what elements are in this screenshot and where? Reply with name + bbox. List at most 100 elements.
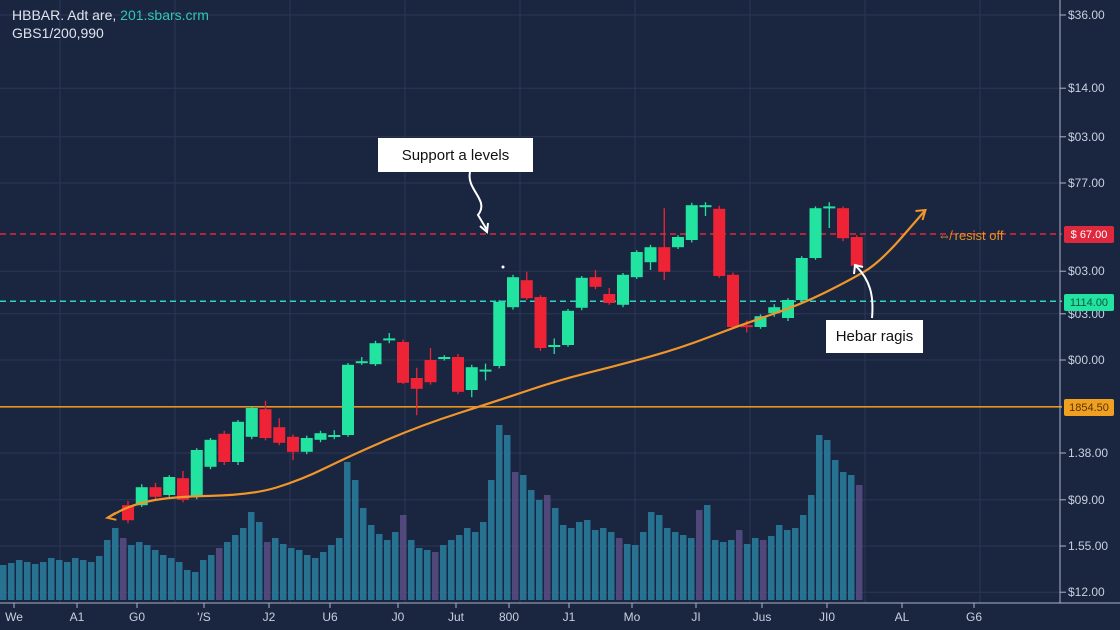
y-tick-label: $00.00	[1068, 353, 1105, 367]
volume-bar	[840, 472, 847, 600]
candle-up	[699, 205, 712, 208]
volume-bar	[352, 480, 359, 600]
volume-bar	[80, 560, 87, 600]
volume-bar	[312, 558, 319, 600]
volume-bar	[296, 550, 303, 600]
y-tick-label: $09.00	[1068, 493, 1105, 507]
support-arrow	[468, 171, 488, 231]
volume-bar	[56, 560, 63, 600]
x-tick-label: Mo	[624, 610, 641, 624]
volume-bar	[96, 556, 103, 600]
volume-bar	[584, 520, 591, 600]
candle-up	[342, 364, 354, 435]
candles	[104, 202, 927, 524]
candle-up	[479, 369, 492, 372]
volume-bar	[752, 538, 759, 600]
y-tick-label: $77.00	[1068, 176, 1105, 190]
candle-up	[507, 277, 519, 308]
candle-down	[218, 433, 231, 462]
volume-bar	[632, 545, 639, 600]
volume-bar	[304, 555, 311, 600]
volume-bar	[224, 542, 231, 600]
volume-bar	[792, 528, 799, 600]
candle-up	[548, 345, 561, 347]
volume-bar	[392, 532, 399, 600]
support-arrowhead	[479, 222, 489, 234]
volume-bar	[112, 528, 119, 600]
volume-bar	[592, 530, 599, 600]
volume-bar	[728, 540, 735, 600]
x-tick-label: 800	[499, 610, 519, 624]
candle-up	[190, 450, 203, 497]
x-tick-label: U6	[322, 610, 338, 624]
x-tick-label: '/S	[197, 610, 211, 624]
candle-up	[575, 277, 588, 308]
x-tick-label: J1	[563, 610, 576, 624]
volume-bar	[824, 440, 831, 600]
volume-bar	[760, 540, 767, 600]
volume-bar	[712, 540, 719, 600]
volume-bar	[408, 540, 415, 600]
candle-up	[383, 338, 396, 341]
candle-down	[603, 294, 616, 303]
volume-bar	[552, 508, 559, 600]
volume-bar	[320, 552, 327, 600]
volume-bar	[184, 570, 191, 600]
volume-bar	[176, 562, 183, 600]
candle-down	[658, 247, 671, 272]
candle-up	[795, 258, 808, 300]
volume-bar	[440, 545, 447, 600]
volume-bar	[360, 508, 367, 600]
x-tick-label: A1	[70, 610, 85, 624]
volume-bar	[720, 542, 727, 600]
candle-down	[273, 427, 286, 443]
volume-bar	[216, 548, 223, 600]
volume-bar	[72, 558, 79, 600]
resist-annotation: ⇎ resist off	[938, 228, 1004, 243]
candle-up	[465, 367, 478, 390]
volume-bar	[480, 522, 487, 600]
volume-bar	[680, 535, 687, 600]
resistance-price-tag: $ 67.00	[1064, 226, 1114, 243]
volume-bar	[696, 510, 703, 600]
volume-bar	[344, 462, 351, 600]
volume-bar	[40, 562, 47, 600]
support-price-tag: 1114.00	[1064, 294, 1114, 311]
x-tick-label: Jus	[753, 610, 772, 624]
volume-bar	[232, 535, 239, 600]
volume-bar	[608, 532, 615, 600]
annotation-arrows	[468, 171, 874, 319]
chart-title: HBBAR. Adt are, 201.sbars.crm	[12, 7, 209, 23]
volume-bar	[456, 535, 463, 600]
volume-bar	[0, 565, 7, 600]
candle-up	[355, 361, 368, 364]
hebar-arrowhead	[853, 263, 864, 275]
volume-bar	[656, 515, 663, 600]
volume-bar	[192, 572, 199, 600]
volume-bar	[160, 555, 167, 600]
candle-up	[617, 274, 629, 305]
volume-bar	[512, 472, 519, 600]
volume-bar	[16, 560, 23, 600]
candle-down	[589, 277, 602, 287]
volume-bar	[448, 540, 455, 600]
candle-up	[232, 421, 244, 462]
candle-down	[520, 280, 533, 299]
x-tick-label: G6	[966, 610, 982, 624]
y-tick-label: $03.00	[1068, 130, 1105, 144]
volume-bar	[544, 495, 551, 600]
support-annotation: Support a levels	[378, 138, 533, 172]
candle-down	[850, 237, 863, 266]
level-lines	[0, 233, 1062, 408]
candle-up	[369, 343, 382, 365]
volume-bar	[528, 490, 535, 600]
volume-bar	[496, 425, 503, 600]
volume-bar	[816, 435, 823, 600]
volume-bar	[488, 480, 495, 600]
source-label: 201.sbars.crm	[120, 7, 209, 23]
candle-up	[438, 357, 451, 359]
volume-bar	[832, 460, 839, 600]
volume-bar	[248, 512, 255, 600]
candle-up	[163, 477, 176, 495]
